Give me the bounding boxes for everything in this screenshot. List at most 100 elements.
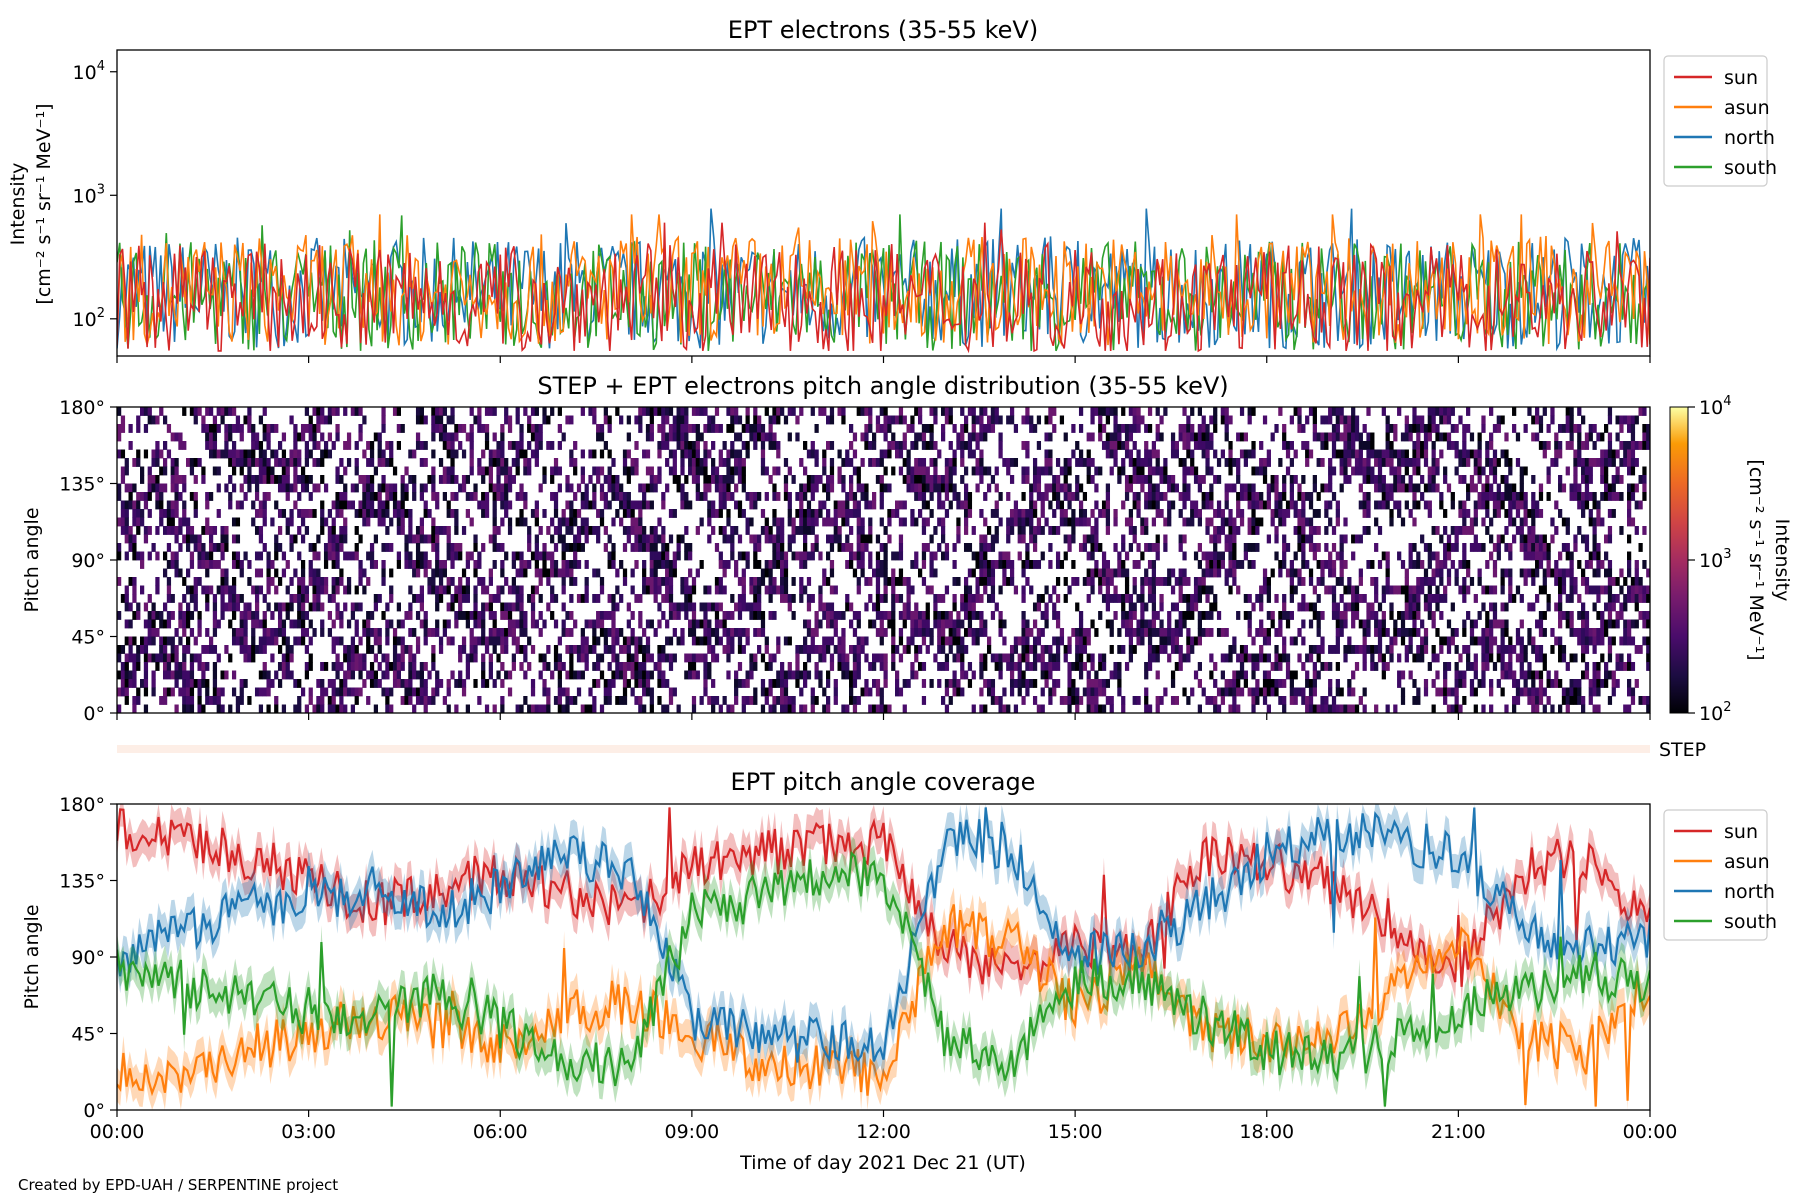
pad-cell bbox=[389, 483, 394, 493]
pad-cell bbox=[1006, 662, 1011, 671]
pad-cell bbox=[1140, 526, 1145, 535]
pad-cell bbox=[829, 534, 835, 544]
pad-cell bbox=[239, 611, 244, 620]
pad-cell bbox=[484, 636, 490, 646]
pad-cell bbox=[1266, 636, 1271, 646]
pad-cell bbox=[699, 696, 704, 705]
pad-cell bbox=[484, 407, 490, 416]
pad-cell bbox=[1044, 517, 1049, 527]
pad-cell bbox=[883, 551, 888, 561]
pad-cell bbox=[174, 475, 179, 484]
pad-cell bbox=[1197, 517, 1202, 527]
pad-cell bbox=[783, 585, 789, 595]
pad-cell bbox=[1205, 466, 1210, 476]
pad-cell bbox=[117, 653, 122, 663]
pad-cell bbox=[638, 543, 643, 552]
pad-cell bbox=[1209, 466, 1214, 476]
pad-cell bbox=[423, 628, 428, 637]
pad-cell bbox=[592, 636, 597, 646]
pad-cell bbox=[753, 432, 758, 442]
pad-cell bbox=[638, 670, 643, 680]
pad-cell bbox=[921, 662, 927, 671]
pad-cell bbox=[837, 500, 842, 510]
pad-cell bbox=[143, 645, 149, 654]
pad-cell bbox=[239, 679, 244, 688]
pad-cell bbox=[630, 458, 635, 467]
pad-cell bbox=[565, 687, 570, 697]
pad-cell bbox=[1274, 483, 1279, 493]
pad-cell bbox=[1132, 577, 1137, 586]
pad-cell bbox=[507, 602, 513, 612]
pad-cell bbox=[707, 636, 712, 646]
pad-cell bbox=[703, 670, 708, 680]
pad-cell bbox=[1117, 424, 1122, 433]
pad-cell bbox=[1044, 492, 1049, 501]
pad-cell bbox=[385, 704, 390, 713]
pad-cell bbox=[1071, 560, 1076, 569]
pad-cell bbox=[504, 458, 509, 467]
pad-cell bbox=[584, 594, 589, 603]
pad-cell bbox=[1021, 560, 1026, 569]
pad-cell bbox=[519, 560, 524, 569]
pad-cell bbox=[565, 526, 570, 535]
pad-cell bbox=[358, 534, 363, 544]
pad-cell bbox=[1232, 645, 1237, 654]
pad-cell bbox=[887, 449, 892, 459]
pad-cell bbox=[680, 432, 685, 442]
pad-cell bbox=[477, 611, 482, 620]
pad-cell bbox=[197, 534, 202, 544]
pad-cell bbox=[285, 492, 290, 501]
pad-cell bbox=[389, 704, 394, 713]
pad-cell bbox=[277, 483, 283, 493]
pad-cell bbox=[423, 500, 428, 510]
pad-cell bbox=[971, 551, 976, 561]
pad-cell bbox=[1021, 636, 1026, 646]
pad-cell bbox=[300, 594, 306, 603]
pad-cell bbox=[691, 407, 697, 416]
pad-cell bbox=[189, 466, 195, 476]
pad-cell bbox=[201, 704, 206, 713]
pad-cell bbox=[986, 415, 992, 425]
pad-cell bbox=[254, 432, 260, 442]
pad-cell bbox=[1151, 517, 1157, 527]
pad-cell bbox=[140, 585, 145, 595]
pad-cell bbox=[277, 526, 283, 535]
pad-cell bbox=[576, 594, 582, 603]
pad-cell bbox=[385, 636, 390, 646]
pad-cell bbox=[622, 466, 628, 476]
pad-cell bbox=[423, 458, 428, 467]
pad-cell bbox=[408, 670, 413, 680]
pad-cell bbox=[1067, 636, 1072, 646]
pad-cell bbox=[910, 424, 915, 433]
pad-cell bbox=[569, 509, 574, 518]
pad-cell bbox=[668, 696, 674, 705]
pad-cell bbox=[1216, 458, 1222, 467]
pad-cell bbox=[626, 645, 631, 654]
pad-cell bbox=[162, 653, 168, 663]
pad-cell bbox=[1124, 551, 1130, 561]
pad-cell bbox=[507, 670, 513, 680]
pad-cell bbox=[228, 458, 233, 467]
pad-cell bbox=[872, 492, 877, 501]
pad-cell bbox=[914, 619, 919, 629]
pad-cell bbox=[220, 534, 225, 544]
pad-cell bbox=[691, 696, 697, 705]
pad-cell bbox=[856, 619, 861, 629]
pad-cell bbox=[484, 432, 490, 442]
pad-cell bbox=[603, 441, 608, 450]
pad-cell bbox=[1213, 424, 1218, 433]
pad-cell bbox=[1136, 636, 1141, 646]
pad-cell bbox=[707, 424, 712, 433]
pad-cell bbox=[208, 645, 214, 654]
pad-cell bbox=[672, 415, 677, 425]
pad-cell bbox=[415, 594, 421, 603]
pad-cell bbox=[622, 509, 628, 518]
pad-cell bbox=[584, 636, 589, 646]
pad-cell bbox=[500, 568, 505, 578]
pad-cell bbox=[492, 458, 497, 467]
pad-cell bbox=[343, 551, 348, 561]
pad-cell bbox=[178, 619, 183, 629]
pad-cell bbox=[998, 585, 1003, 595]
pad-cell bbox=[971, 594, 976, 603]
pad-cell bbox=[833, 509, 838, 518]
